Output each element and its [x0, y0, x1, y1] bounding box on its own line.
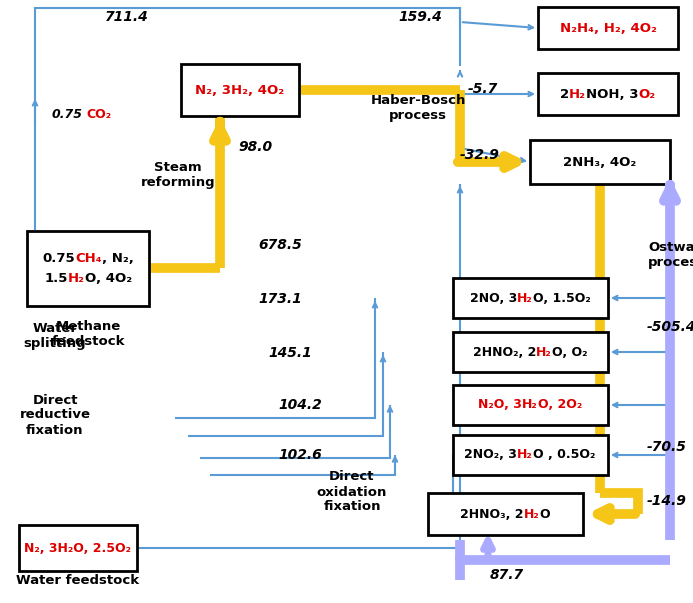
Text: 2NO, 3: 2NO, 3 — [470, 291, 517, 305]
Bar — [530, 140, 670, 184]
Text: H₂: H₂ — [68, 271, 85, 285]
Text: 98.0: 98.0 — [238, 140, 272, 154]
Text: Direct
reductive
fixation: Direct reductive fixation — [19, 394, 91, 437]
Text: 145.1: 145.1 — [268, 346, 312, 360]
Text: N₂, 3H₂, 4O₂: N₂, 3H₂, 4O₂ — [195, 83, 285, 96]
Text: O, O₂: O, O₂ — [552, 346, 587, 359]
Text: Direct
oxidation
fixation: Direct oxidation fixation — [317, 470, 387, 514]
Text: Methane
feedstock: Methane feedstock — [51, 320, 125, 348]
Text: Ostwald
process: Ostwald process — [648, 241, 693, 269]
Text: 2HNO₃, 2: 2HNO₃, 2 — [460, 508, 524, 520]
Text: -32.9: -32.9 — [460, 148, 500, 162]
Bar — [19, 525, 137, 571]
Text: H₂: H₂ — [536, 346, 552, 359]
Bar — [453, 278, 608, 318]
Text: 678.5: 678.5 — [258, 238, 301, 252]
Text: 711.4: 711.4 — [105, 10, 149, 24]
Text: N₂O, 3: N₂O, 3 — [478, 399, 522, 411]
Bar — [453, 435, 608, 475]
Bar — [453, 385, 608, 425]
Text: 0.75: 0.75 — [52, 109, 83, 121]
Text: H₂: H₂ — [522, 399, 538, 411]
Text: O , 0.5O₂: O , 0.5O₂ — [533, 449, 595, 461]
Text: 2NO₂, 3: 2NO₂, 3 — [464, 449, 518, 461]
Text: O₂: O₂ — [639, 87, 656, 101]
Text: H₂: H₂ — [569, 87, 586, 101]
Bar — [181, 64, 299, 116]
Text: -70.5: -70.5 — [647, 440, 687, 454]
Bar — [453, 332, 608, 372]
Text: N₂H₄, H₂, 4O₂: N₂H₄, H₂, 4O₂ — [559, 22, 656, 34]
Text: H₂: H₂ — [518, 449, 533, 461]
Text: 2HNO₂, 2: 2HNO₂, 2 — [473, 346, 536, 359]
Text: Haber-Bosch
process: Haber-Bosch process — [370, 94, 466, 122]
Text: 1.5: 1.5 — [44, 271, 68, 285]
Text: -5.7: -5.7 — [468, 82, 498, 96]
Text: O, 2O₂: O, 2O₂ — [538, 399, 582, 411]
Text: 0.75: 0.75 — [42, 251, 75, 265]
Text: N₂, 3H₂O, 2.5O₂: N₂, 3H₂O, 2.5O₂ — [24, 541, 132, 555]
Text: 173.1: 173.1 — [258, 292, 301, 306]
Text: Steam
reforming: Steam reforming — [141, 161, 216, 189]
Text: -505.4: -505.4 — [647, 320, 693, 334]
Text: NOH, 3: NOH, 3 — [586, 87, 639, 101]
Text: , N₂,: , N₂, — [102, 251, 134, 265]
Text: 104.2: 104.2 — [278, 398, 322, 412]
Bar — [538, 7, 678, 49]
Text: 159.4: 159.4 — [398, 10, 441, 24]
Text: H₂: H₂ — [524, 508, 539, 520]
Text: CO₂: CO₂ — [86, 109, 111, 121]
Text: Water feedstock: Water feedstock — [17, 574, 139, 587]
Text: 2: 2 — [560, 87, 569, 101]
Text: 102.6: 102.6 — [278, 448, 322, 462]
Text: CH₄: CH₄ — [75, 251, 102, 265]
Text: O, 4O₂: O, 4O₂ — [85, 271, 132, 285]
Text: 2NH₃, 4O₂: 2NH₃, 4O₂ — [563, 156, 637, 168]
Text: O: O — [539, 508, 550, 520]
Text: O, 1.5O₂: O, 1.5O₂ — [533, 291, 590, 305]
Text: H₂: H₂ — [517, 291, 533, 305]
Text: 87.7: 87.7 — [490, 568, 524, 582]
Bar — [538, 73, 678, 115]
Bar — [428, 493, 583, 535]
Text: -14.9: -14.9 — [647, 494, 687, 508]
Bar — [27, 230, 149, 306]
Text: Water
splitting: Water splitting — [24, 322, 87, 350]
